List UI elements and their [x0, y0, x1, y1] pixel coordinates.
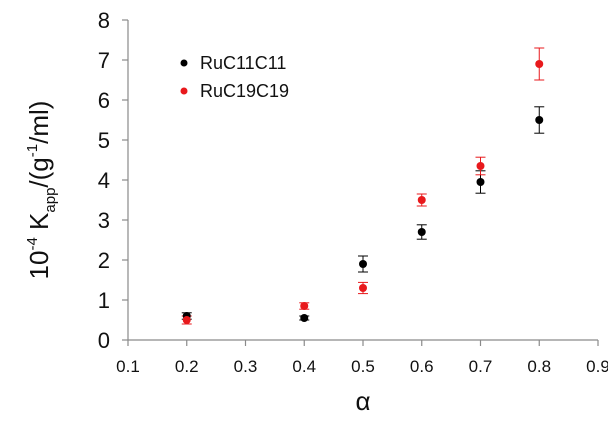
data-point — [476, 178, 485, 186]
y-tick-label: 5 — [98, 128, 110, 153]
x-tick-label: 0.7 — [469, 357, 493, 376]
x-tick-label: 0.6 — [410, 357, 434, 376]
legend-marker — [180, 59, 188, 67]
axes: 0 1 2 3 4 5 6 7 8 0.1 0.2 0.3 0.4 0.5 0.6 0.7 0.8 0.9 — [98, 8, 608, 376]
y-axis-title-unit-close: /ml) — [24, 101, 54, 144]
x-tick-label: 0.1 — [116, 357, 140, 376]
x-tick-label: 0.3 — [234, 357, 258, 376]
legend: RuC11C11 RuC19C19 — [180, 53, 289, 101]
data-points — [182, 60, 544, 324]
data-point — [417, 228, 426, 236]
y-tick-label: 2 — [98, 248, 110, 273]
data-point — [359, 260, 367, 268]
data-point — [476, 162, 485, 170]
y-tick-label: 3 — [98, 208, 110, 233]
y-axis-title-unit-open: /(g — [24, 157, 54, 187]
legend-label: RuC19C19 — [200, 81, 289, 101]
y-tick-label: 1 — [98, 288, 110, 313]
x-tick-label: 0.8 — [527, 357, 551, 376]
y-tick-label: 4 — [98, 168, 110, 193]
y-axis-title-prefix: 10 — [24, 251, 54, 280]
y-axis-title-exponent: -4 — [24, 237, 41, 250]
y-axis-title-unit-exponent: -1 — [24, 144, 41, 157]
y-axis-title: 10-4 Kapp/(g-1/ml) — [24, 101, 59, 280]
data-point — [182, 316, 191, 324]
x-tick-label: 0.4 — [292, 357, 316, 376]
y-tick-label: 7 — [98, 48, 110, 73]
y-axis-title-subscript: app — [42, 188, 59, 213]
data-point — [300, 314, 309, 322]
y-tick-label: 0 — [98, 328, 110, 353]
data-point — [300, 302, 309, 310]
y-axis-title-symbol: K — [24, 212, 54, 230]
x-tick-label: 0.2 — [175, 357, 199, 376]
y-tick-label: 8 — [98, 8, 110, 33]
x-tick-label: 0.5 — [351, 357, 375, 376]
legend-marker — [180, 87, 188, 95]
y-tick-label: 6 — [98, 88, 110, 113]
data-point — [535, 60, 544, 68]
legend-label: RuC11C11 — [200, 53, 286, 73]
data-point — [417, 196, 426, 204]
x-tick-label: 0.9 — [586, 357, 608, 376]
x-axis-title: α — [355, 386, 370, 416]
data-point — [359, 284, 367, 292]
data-point — [535, 116, 544, 124]
